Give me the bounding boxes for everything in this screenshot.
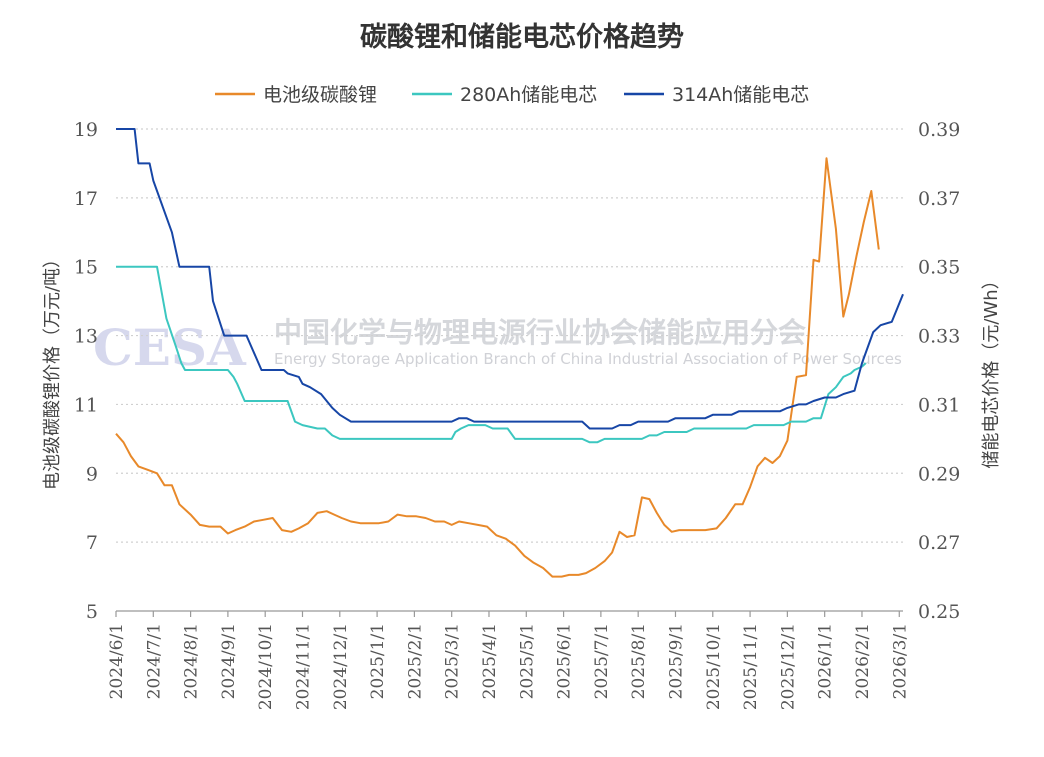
x-tick-label: 2025/5/1 xyxy=(517,623,537,699)
y-left-tick-label: 9 xyxy=(86,463,98,485)
series-line-lithium xyxy=(115,157,880,578)
x-tick-label: 2024/6/1 xyxy=(107,623,127,699)
x-tick-label: 2025/8/1 xyxy=(629,623,649,699)
series-layer xyxy=(115,128,904,578)
y-left-tick-label: 11 xyxy=(74,394,98,416)
x-tick-label: 2025/6/1 xyxy=(555,623,575,699)
y-left-tick-label: 17 xyxy=(74,188,98,210)
y-right-ticks: 0.39 0.37 0.35 0.33 0.31 0.29 0.27 0.25 xyxy=(918,119,960,623)
x-tick-label: 2025/11/1 xyxy=(741,623,761,710)
x-tick-label: 2025/12/1 xyxy=(778,623,798,710)
x-tick-label: 2025/4/1 xyxy=(480,623,500,699)
legend: 电池级碳酸锂 280Ah储能电芯 314Ah储能电芯 xyxy=(215,84,809,106)
y-right-axis-label: 储能电芯价格（元/Wh） xyxy=(981,271,1002,468)
x-tick-label: 2025/2/1 xyxy=(405,623,425,699)
x-tick-label: 2024/9/1 xyxy=(219,623,239,699)
y-right-tick-label: 0.25 xyxy=(918,601,960,623)
y-right-tick-label: 0.27 xyxy=(918,532,960,554)
x-tick-label: 2024/11/1 xyxy=(293,623,313,710)
y-left-tick-label: 15 xyxy=(74,257,98,279)
y-right-tick-label: 0.29 xyxy=(918,463,960,485)
watermark: CESA 中国化学与物理电源行业协会储能应用分会 Energy Storage … xyxy=(93,316,902,377)
x-tick-label: 2024/7/1 xyxy=(144,623,164,699)
x-tick-label: 2026/1/1 xyxy=(816,623,836,699)
x-tick-label: 2026/2/1 xyxy=(853,623,873,699)
series-line-280ah xyxy=(116,265,867,444)
chart-title: 碳酸锂和储能电芯价格趋势 xyxy=(360,21,684,53)
y-left-tick-label: 13 xyxy=(74,326,98,348)
y-left-tick-label: 5 xyxy=(86,601,98,623)
legend-label-lithium: 电池级碳酸锂 xyxy=(263,84,377,106)
legend-label-314ah: 314Ah储能电芯 xyxy=(672,84,809,106)
x-tick-label: 2025/7/1 xyxy=(592,623,612,699)
y-right-tick-label: 0.31 xyxy=(918,394,960,416)
x-ticks: 2024/6/1 2024/7/1 2024/8/1 2024/9/1 2024/10/… xyxy=(107,623,910,710)
watermark-org-en: Energy Storage Application Branch of Chi… xyxy=(274,350,902,368)
y-left-ticks: 19 17 15 13 11 9 7 5 xyxy=(74,119,98,623)
y-left-tick-label: 7 xyxy=(86,532,98,554)
y-right-tick-label: 0.37 xyxy=(918,188,960,210)
y-left-axis-label: 电池级碳酸锂价格（万元/吨） xyxy=(42,250,63,490)
x-tick-label: 2024/10/1 xyxy=(256,623,276,710)
watermark-org-cn: 中国化学与物理电源行业协会储能应用分会 xyxy=(274,316,806,349)
series-line-314ah xyxy=(116,128,904,430)
y-right-tick-label: 0.33 xyxy=(918,326,960,348)
x-tick-label: 2025/9/1 xyxy=(666,623,686,699)
y-left-tick-label: 19 xyxy=(74,119,98,141)
x-tick-label: 2026/3/1 xyxy=(890,623,910,699)
axes xyxy=(115,610,903,617)
legend-label-280ah: 280Ah储能电芯 xyxy=(460,84,597,106)
x-tick-label: 2025/1/1 xyxy=(368,623,388,699)
x-tick-label: 2025/3/1 xyxy=(443,623,463,699)
y-right-tick-label: 0.39 xyxy=(918,119,960,141)
x-tick-label: 2025/10/1 xyxy=(704,623,724,710)
y-right-tick-label: 0.35 xyxy=(918,257,960,279)
x-tick-label: 2024/12/1 xyxy=(331,623,351,710)
x-tick-label: 2024/8/1 xyxy=(182,623,202,699)
